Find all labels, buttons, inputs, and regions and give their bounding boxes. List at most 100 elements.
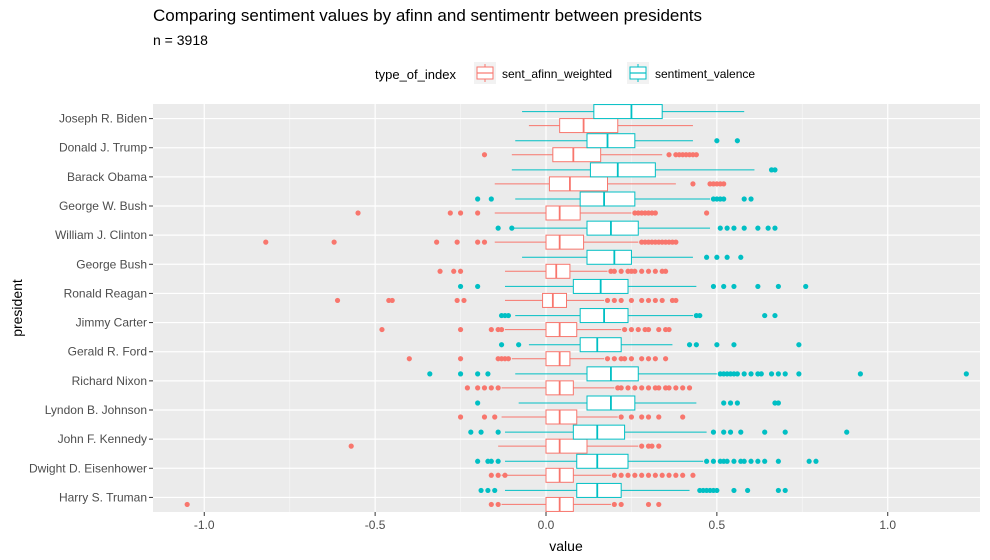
outlier-point (434, 239, 440, 245)
box-1-9 (427, 366, 969, 382)
outlier-point (731, 487, 737, 494)
box-0-5 (437, 263, 669, 279)
iqr-box (579, 191, 636, 207)
outlier-point (331, 239, 337, 245)
box-1-3 (475, 191, 754, 207)
iqr-box (589, 162, 656, 178)
outlier-point (652, 472, 658, 478)
iqr-box (545, 322, 578, 338)
outlier-point (611, 356, 617, 362)
outlier-point (618, 268, 624, 274)
outlier-point (611, 268, 617, 274)
legend: type_of_index sent_afinn_weighted sentimen… (375, 62, 755, 84)
outlier-point (639, 472, 645, 478)
outlier-point (498, 326, 505, 333)
outlier-point (775, 400, 781, 406)
box-0-10 (457, 409, 686, 425)
outlier-point (710, 429, 717, 435)
iqr-box (545, 351, 571, 367)
outlier-point (457, 371, 464, 377)
outlier-point (704, 210, 710, 216)
outlier-point (734, 138, 740, 144)
legend-entry-0: sent_afinn_weighted (474, 62, 612, 84)
outlier-point (457, 414, 464, 420)
legend-label: sent_afinn_weighted (502, 67, 612, 81)
outlier-point (475, 210, 481, 216)
box-1-1 (515, 133, 740, 149)
outlier-point (505, 312, 512, 319)
outlier-point (632, 472, 638, 478)
box-0-7 (379, 322, 672, 338)
outlier-point (457, 356, 464, 362)
outlier-point (628, 414, 635, 420)
outlier-point (628, 326, 635, 333)
outlier-point (652, 210, 658, 216)
outlier-point (704, 254, 710, 260)
outlier-point (475, 385, 481, 391)
outlier-point (437, 268, 443, 274)
box-0-9 (464, 380, 693, 396)
y-tick-label: Lyndon B. Johnson (45, 403, 147, 417)
iqr-box (548, 176, 609, 192)
box-0-4 (263, 234, 679, 250)
outlier-point (457, 268, 464, 274)
outlier-point (632, 385, 638, 391)
outlier-point (639, 356, 645, 362)
outlier-point (659, 297, 665, 304)
outlier-point (488, 196, 494, 202)
outlier-point (693, 342, 699, 348)
outlier-point (680, 414, 686, 420)
box-1-5 (522, 249, 744, 265)
outlier-point (618, 414, 624, 420)
iqr-box (545, 205, 581, 221)
outlier-point (611, 472, 617, 478)
outlier-point (721, 429, 727, 435)
box-0-11 (348, 438, 662, 454)
iqr-box (559, 118, 619, 134)
outlier-point (645, 414, 652, 420)
box-0-3 (355, 205, 710, 221)
x-tick-label: -1.0 (194, 518, 215, 532)
outlier-point (721, 181, 727, 187)
y-tick-label: John F. Kennedy (58, 432, 147, 446)
outlier-point (663, 268, 669, 274)
x-axis: -1.0 -0.5 0.0 0.5 1.0 (194, 512, 896, 532)
outlier-point (427, 371, 433, 377)
outlier-point (621, 356, 628, 362)
outlier-point (461, 297, 467, 304)
outlier-point (263, 239, 269, 245)
outlier-point (738, 254, 744, 260)
outlier-point (782, 371, 788, 377)
outlier-point (505, 356, 512, 362)
outlier-point (495, 385, 501, 391)
outlier-point (498, 342, 505, 348)
box-0-12 (488, 467, 696, 483)
outlier-point (745, 487, 751, 494)
outlier-point (710, 458, 717, 464)
legend-title: type_of_index (375, 67, 456, 82)
outlier-point (775, 458, 781, 464)
outlier-point (379, 326, 385, 333)
iqr-box (593, 104, 663, 120)
outlier-point (509, 225, 515, 231)
outlier-point (492, 414, 498, 420)
outlier-point (741, 196, 747, 202)
outlier-point (604, 356, 611, 362)
outlier-point (762, 429, 768, 435)
y-tick-label: Barack Obama (67, 170, 147, 184)
x-tick-label: -0.5 (365, 518, 386, 532)
outlier-point (857, 371, 863, 377)
box-layer (184, 104, 969, 512)
box-1-2 (511, 162, 778, 178)
y-tick-label: Jimmy Carter (76, 316, 147, 330)
outlier-point (772, 225, 778, 231)
outlier-point (639, 385, 645, 391)
outlier-point (475, 400, 481, 406)
outlier-point (488, 326, 494, 333)
outlier-point (772, 167, 778, 173)
outlier-point (765, 225, 771, 231)
outlier-point (659, 472, 665, 478)
y-tick-label: Donald J. Trump (59, 141, 147, 155)
outlier-point (645, 472, 652, 478)
